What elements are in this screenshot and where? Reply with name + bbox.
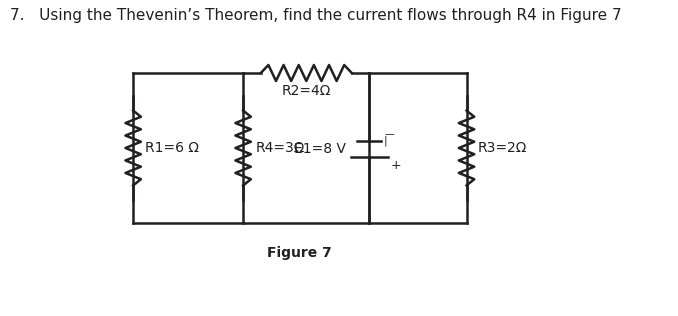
Text: +: + <box>391 159 401 172</box>
Text: —: — <box>384 129 394 139</box>
Text: E1=8 V: E1=8 V <box>294 142 346 156</box>
Text: R1=6 Ω: R1=6 Ω <box>145 141 199 155</box>
Text: R4=3Ω: R4=3Ω <box>255 141 304 155</box>
Text: R3=2Ω: R3=2Ω <box>478 141 527 155</box>
Text: |: | <box>384 136 388 146</box>
Text: R2=4Ω: R2=4Ω <box>281 84 331 98</box>
Text: 7.   Using the Thevenin’s Theorem, find the current flows through R4 in Figure 7: 7. Using the Thevenin’s Theorem, find th… <box>10 8 622 23</box>
Text: Figure 7: Figure 7 <box>268 246 332 260</box>
